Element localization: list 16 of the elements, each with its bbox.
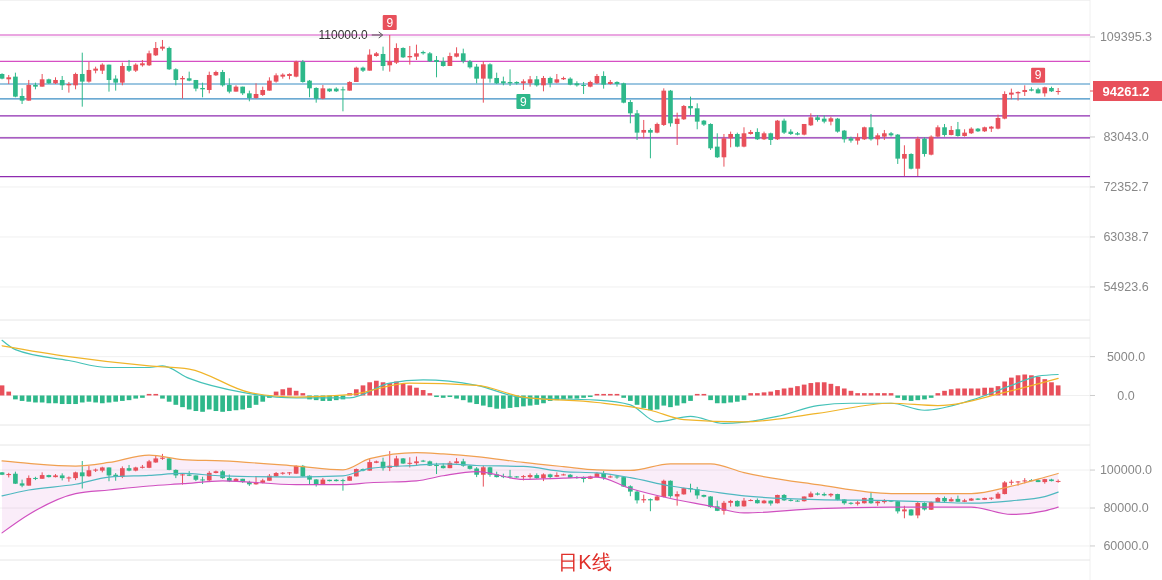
y-tick-label: 100000.0 [1099, 463, 1153, 478]
y-tick-label: 83043.0 [1103, 130, 1149, 145]
annotation: 9 [1034, 68, 1042, 83]
y-tick-label: 54923.6 [1103, 280, 1149, 295]
y-tick-label: 109395.3 [1099, 30, 1153, 45]
y-tick-label: 0.0 [1117, 388, 1135, 403]
annotation: 110000.0 [318, 28, 369, 43]
text: 94261.2 [1102, 83, 1150, 99]
y-tick-label: 5000.0 [1106, 350, 1146, 365]
y-tick-label: 63038.7 [1103, 230, 1149, 245]
annotation: 9 [386, 15, 394, 30]
y-tick-label: 80000.0 [1103, 501, 1149, 516]
y-tick-label: 72352.7 [1103, 180, 1149, 195]
annotation: 9 [520, 94, 528, 109]
text: 日K线 [558, 551, 612, 573]
y-tick-label: 60000.0 [1103, 539, 1149, 554]
